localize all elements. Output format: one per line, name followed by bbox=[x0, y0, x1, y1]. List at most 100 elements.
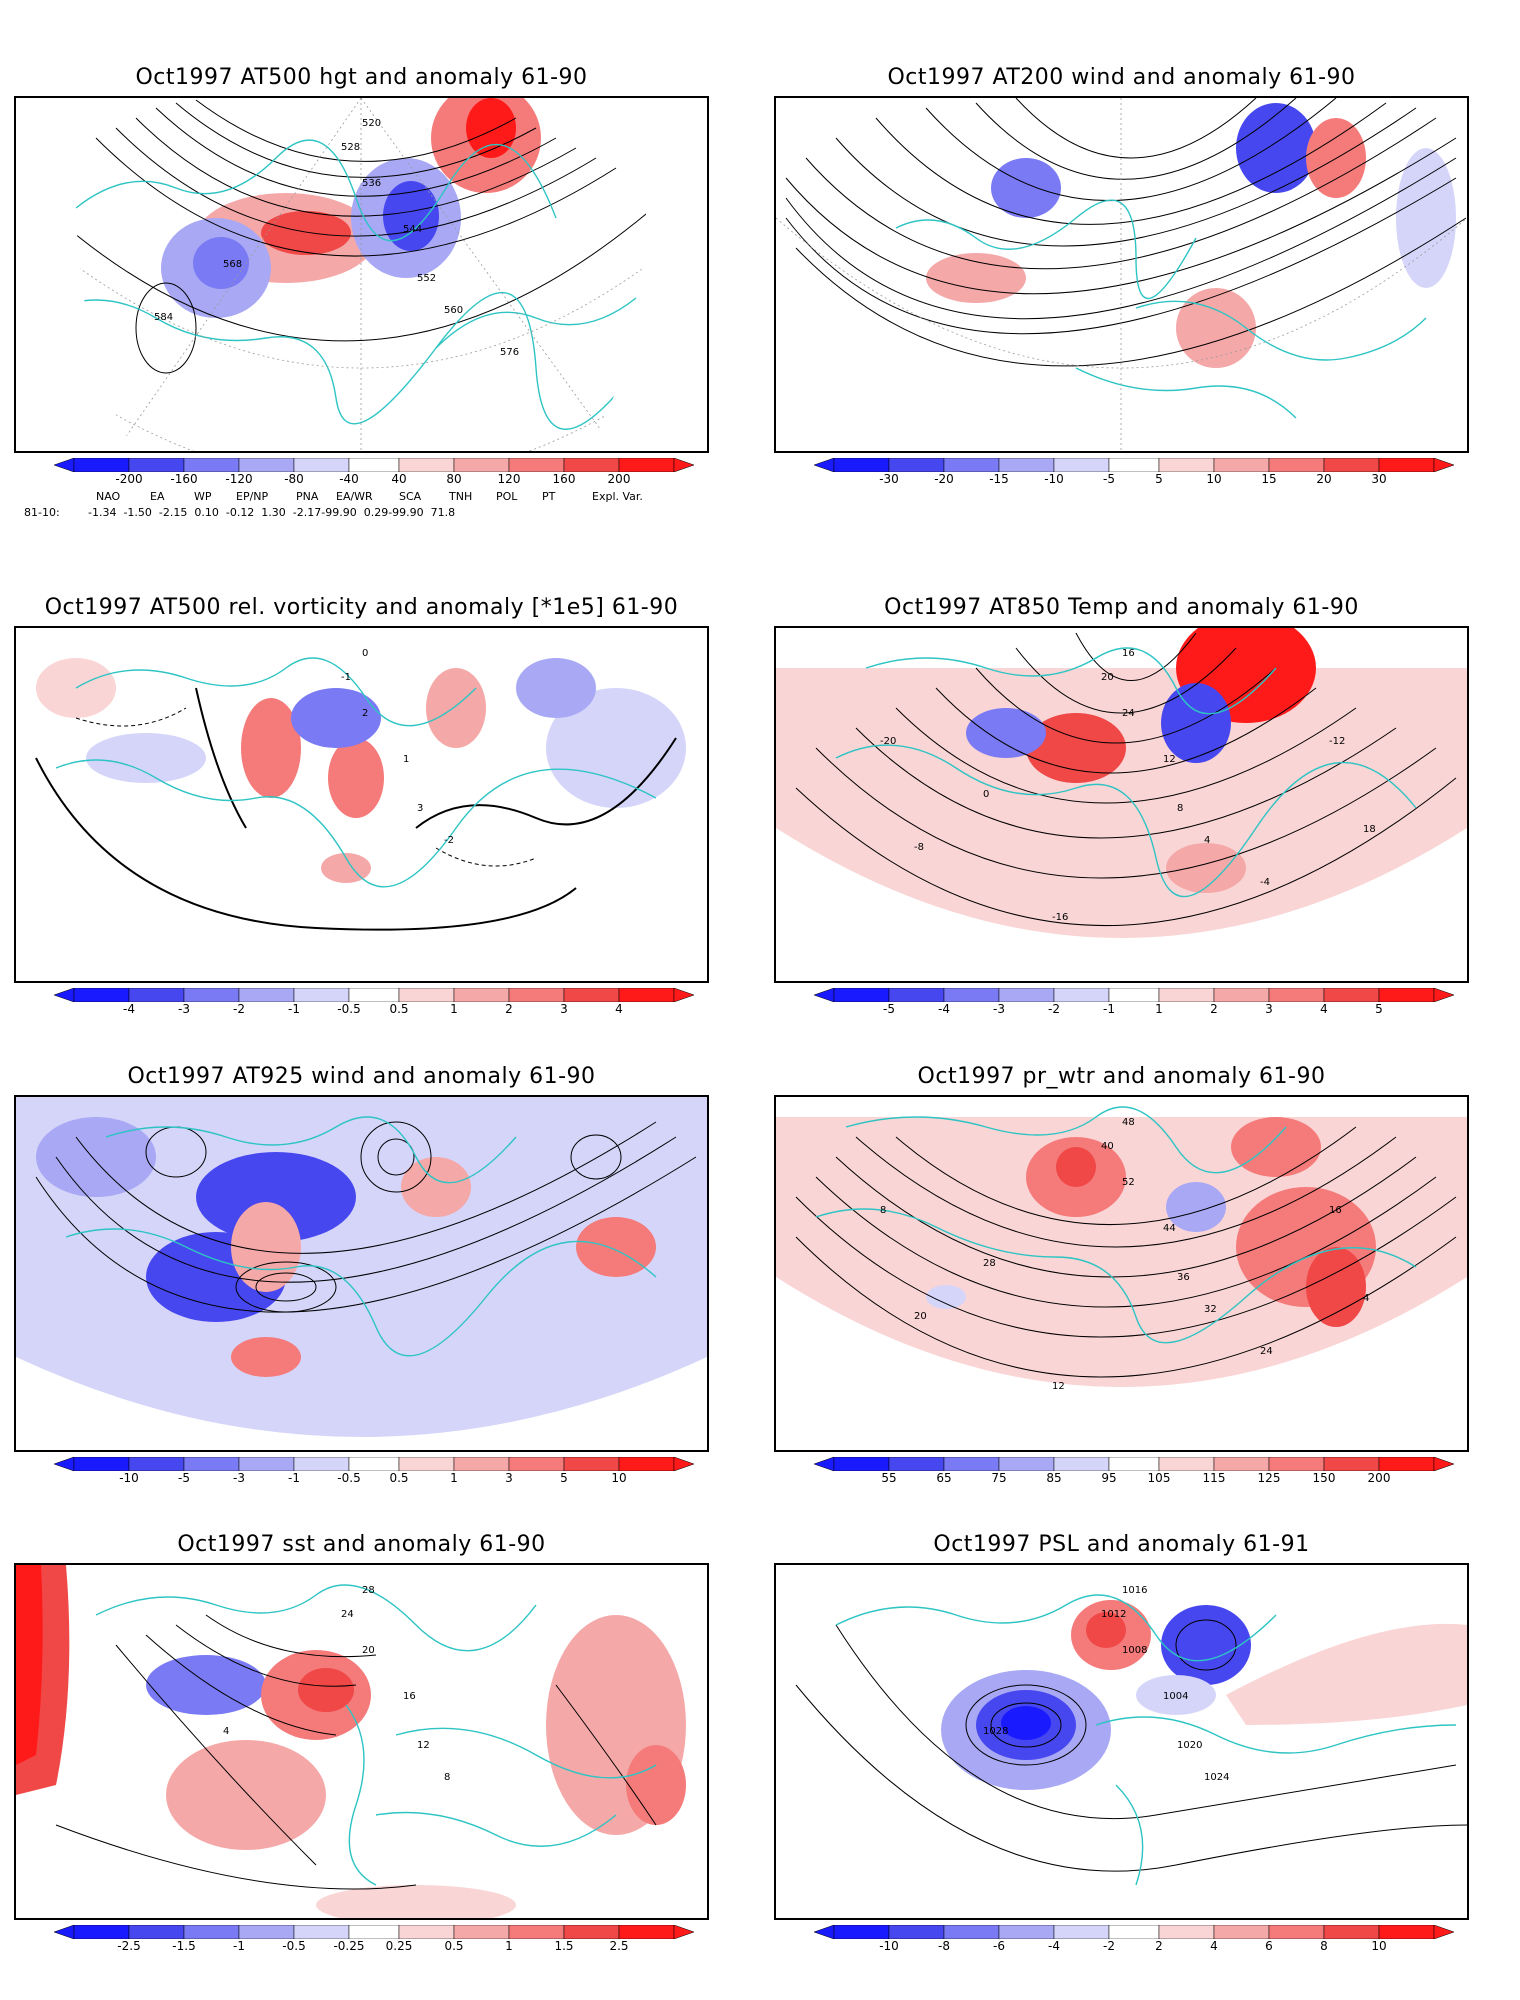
contour-label: 16 bbox=[1329, 1205, 1342, 1216]
contour-label: 44 bbox=[1163, 1223, 1176, 1234]
colorbar: -200 -160 -120 -80 -40 40 80 120 160 200 bbox=[54, 458, 694, 492]
colorbar-label: -2 bbox=[233, 1002, 245, 1016]
contour-label: 0 bbox=[362, 648, 368, 659]
panel-title: Oct1997 AT850 Temp and anomaly 61-90 bbox=[884, 595, 1359, 620]
contour-label: 1028 bbox=[983, 1726, 1008, 1737]
indices-header: NAO EA WP EP/NP PNA EA/WR SCA TNH POL PT… bbox=[24, 490, 664, 506]
colorbar-label: -2.5 bbox=[117, 1939, 141, 1953]
colorbar-label: 40 bbox=[391, 472, 407, 486]
colorbar-label: -5 bbox=[178, 1471, 190, 1485]
colorbar-swatches bbox=[54, 1457, 694, 1471]
map-plot: 16 20 24 12 8 4 0 -4 -8 -12 -16 -20 18 bbox=[774, 626, 1469, 983]
contour-label: 18 bbox=[1363, 824, 1376, 835]
colorbar-label: -4 bbox=[938, 1002, 950, 1016]
colorbar-label: 10 bbox=[1206, 472, 1222, 486]
panel-title: Oct1997 AT925 wind and anomaly 61-90 bbox=[127, 1064, 596, 1089]
contour-label: 32 bbox=[1204, 1304, 1217, 1315]
colorbar-label: -20 bbox=[934, 472, 954, 486]
colorbar-label: -10 bbox=[879, 1939, 899, 1953]
contour-label: -12 bbox=[1329, 736, 1345, 747]
contour-label: 24 bbox=[1260, 1346, 1273, 1357]
contour-label: 20 bbox=[1101, 672, 1114, 683]
contour-label: 0 bbox=[983, 789, 989, 800]
contour-label: 8 bbox=[880, 1205, 886, 1216]
colorbar-label: 2 bbox=[505, 1002, 513, 1016]
colorbar-label: 1 bbox=[1155, 1002, 1163, 1016]
colorbar-label: 80 bbox=[446, 472, 462, 486]
colorbar-label: -1 bbox=[288, 1002, 300, 1016]
contour-label: 40 bbox=[1101, 1141, 1114, 1152]
colorbar-labels: -10 -8 -6 -4 -2 2 4 6 8 10 bbox=[814, 1939, 1454, 1957]
contour-label: 1 bbox=[403, 754, 409, 765]
contour-label: 4 bbox=[1204, 835, 1210, 846]
colorbar-label: -3 bbox=[233, 1471, 245, 1485]
colorbar-label: 2.5 bbox=[609, 1939, 629, 1953]
colorbar-label: -4 bbox=[123, 1002, 135, 1016]
index-header: EA bbox=[150, 490, 165, 503]
contour-label: 1008 bbox=[1122, 1645, 1147, 1656]
colorbar-label: -40 bbox=[339, 472, 359, 486]
contour-label: 528 bbox=[341, 142, 360, 153]
colorbar-label: -1 bbox=[233, 1939, 245, 1953]
colorbar: -2.5 -1.5 -1 -0.5 -0.25 0.25 0.5 1 1.5 2… bbox=[54, 1925, 694, 1959]
contour-label: 24 bbox=[341, 1609, 354, 1620]
colorbar-swatches bbox=[54, 988, 694, 1002]
map-canvas: 28 24 20 16 12 8 4 bbox=[16, 1565, 686, 1918]
index-header: SCA bbox=[399, 490, 422, 503]
colorbar-swatches bbox=[814, 988, 1454, 1002]
colorbar-label: 1 bbox=[505, 1939, 513, 1953]
colorbar-label: 10 bbox=[611, 1471, 627, 1485]
colorbar: -5 -4 -3 -2 -1 1 2 3 4 5 bbox=[814, 988, 1454, 1022]
contour-label: 8 bbox=[1177, 803, 1183, 814]
colorbar-label: -3 bbox=[178, 1002, 190, 1016]
colorbar: -30 -20 -15 -10 -5 5 10 15 20 30 bbox=[814, 458, 1454, 492]
contour-label: -2 bbox=[444, 835, 454, 846]
map-plot: 48 40 52 44 36 32 28 24 20 16 12 8 4 bbox=[774, 1095, 1469, 1452]
contour-label: 8 bbox=[444, 1772, 450, 1783]
colorbar-label: 150 bbox=[1312, 1471, 1336, 1485]
index-header: TNH bbox=[449, 490, 473, 503]
colorbar-label: -15 bbox=[989, 472, 1009, 486]
contour-label: 16 bbox=[403, 1691, 416, 1702]
colorbar-label: 55 bbox=[881, 1471, 897, 1485]
map-plot bbox=[774, 96, 1469, 453]
colorbar-label: -6 bbox=[993, 1939, 1005, 1953]
contour-label: 560 bbox=[444, 305, 463, 316]
map-canvas: 16 20 24 12 8 4 0 -4 -8 -12 -16 -20 18 bbox=[776, 628, 1467, 938]
colorbar-labels: -2.5 -1.5 -1 -0.5 -0.25 0.25 0.5 1 1.5 2… bbox=[54, 1939, 694, 1957]
colorbar-label: -0.5 bbox=[337, 1471, 361, 1485]
panel-title: Oct1997 pr_wtr and anomaly 61-90 bbox=[917, 1064, 1326, 1089]
map-plot: 520 528 536 544 552 560 568 576 584 bbox=[14, 96, 709, 453]
contour-label: 552 bbox=[417, 273, 436, 284]
colorbar-label: -1 bbox=[288, 1471, 300, 1485]
colorbar: -10 -8 -6 -4 -2 2 4 6 8 10 bbox=[814, 1925, 1454, 1959]
colorbar-swatches bbox=[54, 1925, 694, 1939]
teleconnection-indices: NAO EA WP EP/NP PNA EA/WR SCA TNH POL PT… bbox=[24, 490, 664, 522]
colorbar-swatches bbox=[814, 458, 1454, 472]
colorbar-label: 6 bbox=[1265, 1939, 1273, 1953]
contour-label: 568 bbox=[223, 259, 242, 270]
index-header: PNA bbox=[296, 490, 319, 503]
map-canvas: 1016 1012 1008 1004 1020 1024 1028 bbox=[795, 1585, 1467, 1886]
contour-label: 536 bbox=[362, 178, 381, 189]
colorbar-label: 4 bbox=[1210, 1939, 1218, 1953]
colorbar: -4 -3 -2 -1 -0.5 0.5 1 2 3 4 bbox=[54, 988, 694, 1022]
colorbar-labels: -5 -4 -3 -2 -1 1 2 3 4 5 bbox=[814, 1002, 1454, 1020]
contour-label: 48 bbox=[1122, 1117, 1135, 1128]
index-header: WP bbox=[194, 490, 212, 503]
contour-label: 36 bbox=[1177, 1272, 1190, 1283]
colorbar-label: 105 bbox=[1147, 1471, 1171, 1485]
colorbar-label: 1.5 bbox=[554, 1939, 574, 1953]
colorbar-label: 1 bbox=[450, 1471, 458, 1485]
panel-title: Oct1997 AT200 wind and anomaly 61-90 bbox=[887, 65, 1356, 90]
colorbar-label: 10 bbox=[1371, 1939, 1387, 1953]
contour-label: 3 bbox=[417, 803, 423, 814]
colorbar-label: 65 bbox=[936, 1471, 952, 1485]
contour-label: 1004 bbox=[1163, 1691, 1188, 1702]
colorbar-label: 5 bbox=[1375, 1002, 1383, 1016]
index-header: NAO bbox=[96, 490, 121, 503]
colorbar-label: -0.5 bbox=[282, 1939, 306, 1953]
colorbar-swatches bbox=[54, 458, 694, 472]
contour-label: 576 bbox=[500, 347, 519, 358]
contour-label: -1 bbox=[341, 672, 351, 683]
